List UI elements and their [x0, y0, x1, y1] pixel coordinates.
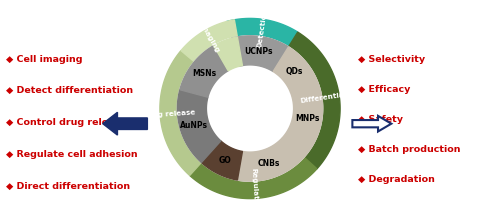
Polygon shape — [181, 20, 238, 62]
Polygon shape — [210, 68, 290, 149]
Text: AuNPs: AuNPs — [180, 120, 208, 130]
Polygon shape — [214, 37, 242, 71]
Text: ◆ Degradation: ◆ Degradation — [358, 175, 435, 184]
Text: ◆ Control drug release: ◆ Control drug release — [6, 118, 126, 127]
Text: ◆ Regulate cell adhesion: ◆ Regulate cell adhesion — [6, 150, 138, 159]
FancyArrow shape — [352, 116, 392, 132]
Text: Detection: Detection — [256, 8, 268, 48]
Text: ◆ Efficacy: ◆ Efficacy — [358, 85, 410, 94]
Polygon shape — [288, 32, 340, 169]
Text: Regulation: Regulation — [250, 168, 258, 212]
Polygon shape — [238, 138, 304, 181]
Polygon shape — [282, 81, 323, 157]
Text: QDs: QDs — [286, 67, 303, 76]
Polygon shape — [190, 157, 317, 199]
Polygon shape — [178, 90, 221, 163]
Text: Imaging: Imaging — [198, 22, 220, 54]
Polygon shape — [160, 51, 202, 176]
Text: Differentiation: Differentiation — [300, 90, 361, 104]
Polygon shape — [178, 36, 322, 181]
Text: CNBs: CNBs — [258, 159, 280, 168]
Text: MSNs: MSNs — [192, 69, 216, 78]
Text: Drug release: Drug release — [142, 109, 196, 119]
Text: Biomedical application and current challenges
of inorganic nanomaterials in stem: Biomedical application and current chall… — [76, 5, 424, 35]
Text: ◆ Cell imaging: ◆ Cell imaging — [6, 55, 82, 64]
Text: ◆ Direct differentiation: ◆ Direct differentiation — [6, 182, 130, 191]
Polygon shape — [226, 18, 298, 47]
Polygon shape — [180, 46, 228, 97]
Text: ◆ Selectivity: ◆ Selectivity — [358, 55, 425, 64]
Text: GO: GO — [218, 156, 231, 165]
Text: ◆ Detect differentiation: ◆ Detect differentiation — [6, 86, 133, 95]
Polygon shape — [273, 47, 318, 92]
Text: ◆ Safety: ◆ Safety — [358, 115, 403, 124]
Text: MNPs: MNPs — [295, 114, 320, 123]
Text: ◆ Batch production: ◆ Batch production — [358, 145, 460, 154]
Text: UCNPs: UCNPs — [244, 46, 273, 56]
Polygon shape — [202, 141, 242, 180]
FancyArrow shape — [103, 112, 148, 135]
Polygon shape — [231, 36, 288, 72]
